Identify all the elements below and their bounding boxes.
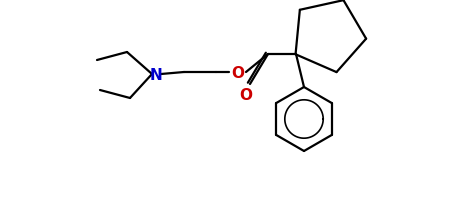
Text: O: O: [231, 65, 244, 80]
Text: O: O: [239, 87, 253, 102]
Text: N: N: [150, 67, 162, 82]
